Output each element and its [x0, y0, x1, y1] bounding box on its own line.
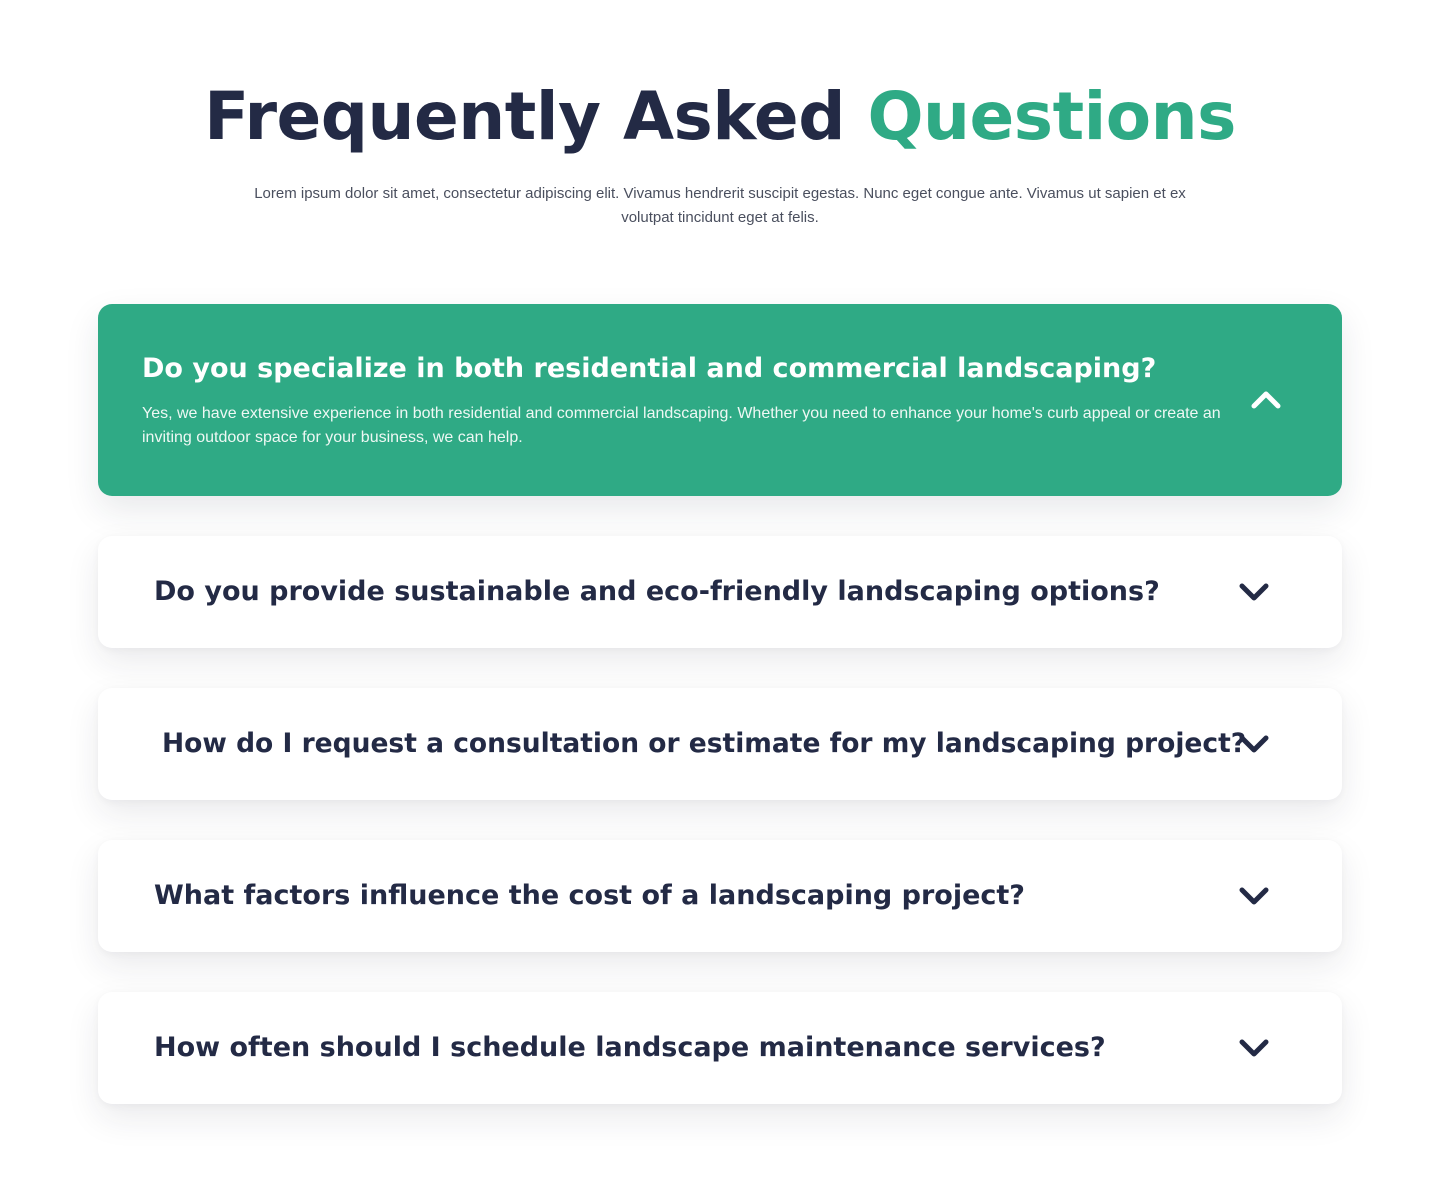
faq-question-1[interactable]: Do you specialize in both residential an…: [142, 353, 1157, 384]
page-title-main: Frequently Asked: [204, 78, 845, 155]
faq-item-3[interactable]: How do I request a consultation or estim…: [98, 688, 1342, 800]
page-title: Frequently Asked Questions: [0, 78, 1440, 156]
faq-item-4[interactable]: What factors influence the cost of a lan…: [98, 840, 1342, 952]
faq-question-4[interactable]: What factors influence the cost of a lan…: [154, 880, 1025, 911]
faq-question-3[interactable]: How do I request a consultation or estim…: [162, 728, 1247, 759]
chevron-down-icon[interactable]: [1234, 724, 1274, 764]
faq-answer-1: Yes, we have extensive experience in bot…: [142, 405, 1221, 446]
chevron-down-icon[interactable]: [1234, 1028, 1274, 1068]
chevron-down-icon[interactable]: [1234, 572, 1274, 612]
chevron-up-icon[interactable]: [1246, 380, 1286, 420]
faq-question-5[interactable]: How often should I schedule landscape ma…: [154, 1032, 1106, 1063]
faq-item-2[interactable]: Do you provide sustainable and eco-frien…: [98, 536, 1342, 648]
chevron-down-icon[interactable]: [1234, 876, 1274, 916]
faq-item-5[interactable]: How often should I schedule landscape ma…: [98, 992, 1342, 1104]
faq-header: Frequently Asked Questions Lorem ipsum d…: [0, 78, 1440, 230]
page-title-accent: Questions: [867, 78, 1236, 155]
page-subtitle: Lorem ipsum dolor sit amet, consectetur …: [254, 185, 1186, 226]
faq-question-2[interactable]: Do you provide sustainable and eco-frien…: [154, 576, 1160, 607]
faq-item-1[interactable]: Do you specialize in both residential an…: [98, 304, 1342, 496]
